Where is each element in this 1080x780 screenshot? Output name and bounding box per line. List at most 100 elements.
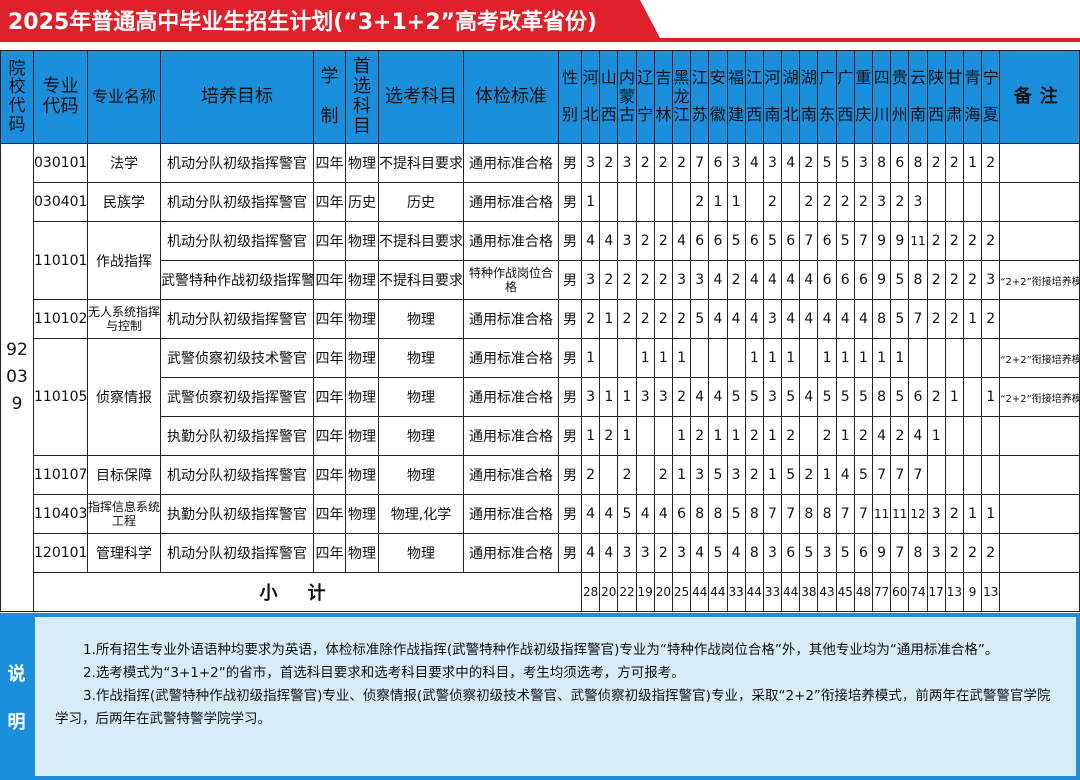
quota-cell: 4	[708, 260, 728, 300]
quota-cell: 6	[817, 221, 837, 261]
subtotal-cell: 13	[981, 572, 1001, 612]
quota-cell	[690, 338, 710, 378]
quota-cell: 2	[944, 533, 964, 573]
physical-standard: 通用标准合格	[463, 221, 559, 261]
quota-cell: 2	[962, 260, 983, 300]
table-body: 92039 030101 法学 机动分队初级指挥警官 四年 物理 不提科目要求 通用标准合格男…	[0, 143, 1080, 612]
quota-cell: 3	[617, 221, 637, 261]
remark	[999, 143, 1080, 183]
quota-cell	[635, 182, 655, 222]
quota-cell: 3	[671, 533, 692, 573]
first-subject: 物理	[345, 494, 379, 534]
subtotal-remark	[999, 572, 1080, 612]
major-code: 120101	[33, 533, 88, 573]
quota-cell	[599, 182, 619, 222]
header-gender: 性别	[558, 50, 582, 144]
major-name: 民族学	[87, 182, 161, 222]
header-physical: 体检标准	[463, 50, 559, 144]
quota-cell: 5	[708, 455, 728, 495]
notes-panel: 说 明 1.所有招生专业外语语种均要求为英语，体检标准除作战指挥(武警特种作战初…	[0, 613, 1080, 780]
years: 四年	[313, 221, 346, 261]
header-province: 广西	[835, 50, 855, 144]
quota-cell: 1	[653, 338, 673, 378]
years: 四年	[313, 533, 346, 573]
quota-cell: 2	[853, 182, 874, 222]
quota-cell: 5	[817, 143, 837, 183]
quota-cell: 2	[890, 182, 910, 222]
quota-cell: 4	[690, 533, 710, 573]
quota-cell: 7	[690, 143, 710, 183]
quota-cell: 6	[817, 260, 837, 300]
quota-cell: 6	[853, 260, 874, 300]
table-row: 110107 目标保障 机动分队初级指挥警官 四年 物理 物理 通用标准合格男 2 2 2 1 3 5 3…	[1, 455, 1080, 495]
header-major-code: 专业代码	[33, 50, 88, 144]
quota-cell: 3	[926, 533, 946, 573]
quota-cell: 2	[781, 416, 801, 456]
gender: 男	[558, 494, 582, 534]
major-name: 侦察情报	[87, 338, 161, 456]
quota-cell: 3	[617, 143, 637, 183]
years: 四年	[313, 416, 346, 456]
quota-cell: 3	[853, 143, 874, 183]
quota-cell: 4	[908, 416, 928, 456]
quota-cell: 4	[708, 299, 728, 339]
header-major-name: 专业名称	[87, 50, 161, 144]
quota-cell: 4	[744, 299, 764, 339]
quota-cell	[726, 338, 746, 378]
gender: 男	[558, 299, 582, 339]
quota-cell: 4	[835, 299, 855, 339]
subtotal-cell: 25	[671, 572, 692, 612]
major-name: 法学	[87, 143, 161, 183]
elective-subject: 不提科目要求	[378, 221, 464, 261]
subtotal-cell: 44	[690, 572, 710, 612]
quota-cell: 1	[744, 338, 764, 378]
quota-cell: 2	[599, 260, 619, 300]
quota-cell: 5	[835, 143, 855, 183]
gender: 男	[558, 221, 582, 261]
quota-cell: 2	[799, 455, 819, 495]
quota-cell: 5	[726, 494, 746, 534]
quota-cell: 9	[871, 533, 892, 573]
quota-cell: 2	[835, 182, 855, 222]
table-row: 120101 管理科学 机动分队初级指挥警官 四年 物理 物理 通用标准合格男 4 4 3 3 2 3 4…	[1, 533, 1080, 573]
quota-cell: 2	[744, 455, 764, 495]
gender: 男	[558, 143, 582, 183]
quota-cell	[653, 416, 673, 456]
subtotal-cell: 44	[744, 572, 764, 612]
quota-cell: 1	[671, 455, 692, 495]
quota-cell	[617, 182, 637, 222]
quota-cell	[744, 182, 764, 222]
remark: “2+2”衔接培养模式	[999, 260, 1080, 300]
quota-cell: 4	[635, 494, 655, 534]
major-code: 030101	[33, 143, 88, 183]
gender: 男	[558, 377, 582, 417]
quota-cell: 7	[890, 533, 910, 573]
quota-cell	[617, 338, 637, 378]
quota-cell: 4	[853, 299, 874, 339]
quota-cell: 3	[981, 260, 1001, 300]
quota-cell: 4	[580, 221, 601, 261]
quota-cell: 5	[762, 221, 783, 261]
quota-cell: 4	[799, 299, 819, 339]
quota-cell: 1	[944, 377, 964, 417]
quota-cell: 6	[744, 221, 764, 261]
quota-cell: 1	[671, 416, 692, 456]
quota-cell: 4	[653, 494, 673, 534]
header-first-subject: 首选科目	[345, 50, 379, 144]
header-province: 内蒙古	[617, 50, 637, 144]
header-province: 山西	[599, 50, 619, 144]
table-row: 武警侦察初级指挥警官 四年 物理 物理 通用标准合格男 3 1 1 3 3 2 4 4 5 5 3 5 4 5 5 5 8…	[1, 377, 1080, 417]
table-row: 110102 无人系统指挥与控制 机动分队初级指挥警官 四年 物理 物理 通用标准合格男 2 1…	[1, 299, 1080, 339]
quota-cell: 6	[853, 533, 874, 573]
quota-cell: 2	[671, 377, 692, 417]
physical-standard: 通用标准合格	[463, 533, 559, 573]
major-code: 110102	[33, 299, 88, 339]
quota-cell: 2	[653, 533, 673, 573]
quota-cell	[599, 455, 619, 495]
elective-subject: 不提科目要求	[378, 260, 464, 300]
header-province: 安徽	[708, 50, 728, 144]
quota-cell: 2	[580, 455, 601, 495]
quota-cell: 5	[835, 533, 855, 573]
header-province: 河南	[762, 50, 783, 144]
quota-cell	[944, 338, 964, 378]
